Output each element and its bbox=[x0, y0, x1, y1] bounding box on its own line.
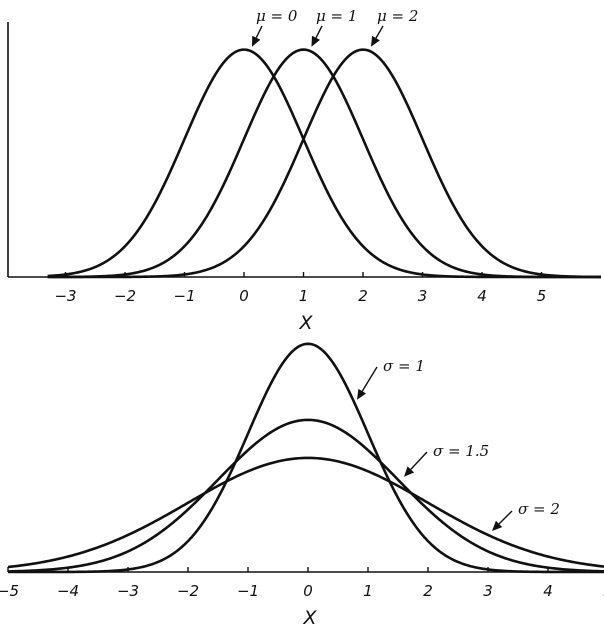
series-annotation-1: σ = 1 bbox=[383, 357, 425, 375]
curve-series-3 bbox=[47, 48, 602, 279]
x-tick-label: −3 bbox=[54, 287, 76, 305]
curve-series-2 bbox=[7, 418, 604, 573]
annotation-arrow-3 bbox=[492, 510, 513, 531]
x-tick-label: 0 bbox=[303, 582, 313, 600]
curve-series-3 bbox=[7, 456, 604, 569]
x-tick-label: −1 bbox=[173, 287, 195, 305]
x-tick-label: −1 bbox=[237, 582, 259, 600]
x-tick-label: −2 bbox=[114, 287, 136, 305]
x-tick-label: 1 bbox=[363, 582, 373, 600]
annotation-arrow-3 bbox=[370, 25, 384, 47]
series-annotation-2: μ = 1 bbox=[316, 7, 357, 25]
x-tick-label: 4 bbox=[477, 287, 487, 305]
curve-series-1 bbox=[47, 48, 601, 279]
x-tick-label: 4 bbox=[543, 582, 553, 600]
x-axis-label: X bbox=[302, 607, 317, 629]
x-tick-label: 3 bbox=[483, 582, 493, 600]
series-annotation-1: μ = 0 bbox=[256, 7, 298, 25]
x-tick-label: 5 bbox=[537, 287, 547, 305]
x-tick-label: −2 bbox=[177, 582, 199, 600]
annotation-arrow-1 bbox=[251, 25, 263, 47]
x-tick-label: −4 bbox=[57, 582, 79, 600]
series-annotation-2: σ = 1.5 bbox=[433, 442, 489, 460]
x-tick-label: −3 bbox=[117, 582, 139, 600]
annotation-arrow-2 bbox=[404, 451, 428, 477]
x-tick-label: 2 bbox=[358, 287, 368, 305]
annotation-arrow-1 bbox=[357, 366, 378, 400]
bottom-panel: −5−4−3−2−1012345Xσ = 1σ = 1.5σ = 2 bbox=[0, 342, 604, 629]
annotation-arrow-2 bbox=[311, 25, 323, 47]
top-panel: −3 −2 −1 0 1 2 3 4 5 Xμ = 0 μ = 1 μ = 2 bbox=[7, 7, 602, 334]
x-tick-label: 0 bbox=[239, 287, 249, 305]
series-annotation-3: μ = 2 bbox=[377, 7, 418, 25]
x-tick-label: 1 bbox=[299, 287, 309, 305]
curve-series-2 bbox=[47, 48, 601, 279]
series-annotation-3: σ = 2 bbox=[518, 500, 560, 518]
x-tick-label: 3 bbox=[418, 287, 428, 305]
x-tick-label: −5 bbox=[0, 582, 19, 600]
x-tick-label: 2 bbox=[423, 582, 433, 600]
curve-series-1 bbox=[8, 342, 604, 574]
x-axis-label: X bbox=[298, 312, 313, 334]
